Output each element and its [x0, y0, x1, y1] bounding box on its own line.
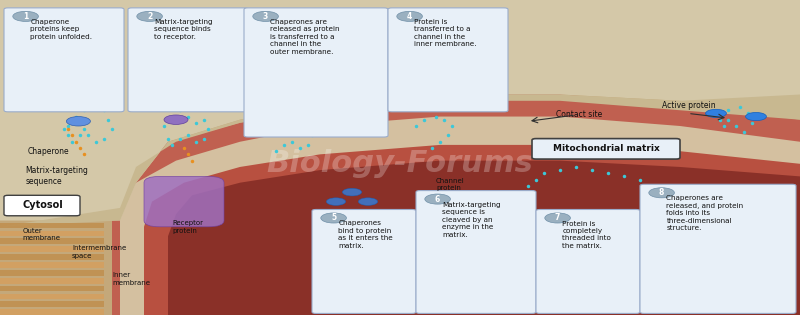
Text: Chaperones are
released as protein
is transferred to a
channel in the
outer memb: Chaperones are released as protein is tr…	[270, 19, 340, 55]
FancyBboxPatch shape	[4, 195, 80, 216]
FancyBboxPatch shape	[312, 209, 416, 313]
Circle shape	[321, 213, 346, 223]
Polygon shape	[0, 301, 104, 307]
Text: Receptor
protein: Receptor protein	[172, 220, 203, 233]
Polygon shape	[168, 161, 800, 315]
Polygon shape	[0, 223, 104, 228]
Text: 5: 5	[331, 214, 336, 222]
Text: Chaperones
bind to protein
as it enters the
matrix.: Chaperones bind to protein as it enters …	[338, 220, 393, 249]
FancyBboxPatch shape	[640, 184, 796, 313]
Text: Mitochondrial matrix: Mitochondrial matrix	[553, 144, 660, 153]
Polygon shape	[120, 132, 800, 315]
Polygon shape	[120, 117, 800, 315]
Text: 8: 8	[659, 188, 664, 197]
Circle shape	[397, 11, 422, 21]
Text: Biology-Forums: Biology-Forums	[266, 149, 534, 178]
Polygon shape	[0, 294, 104, 299]
Text: Protein is
transferred to a
channel in the
inner membrane.: Protein is transferred to a channel in t…	[414, 19, 477, 47]
Circle shape	[545, 213, 570, 223]
Circle shape	[746, 112, 766, 121]
Polygon shape	[0, 238, 104, 244]
FancyBboxPatch shape	[388, 8, 508, 112]
Polygon shape	[0, 231, 104, 236]
Circle shape	[294, 88, 314, 95]
Text: Chaperone
proteins keep
protein unfolded.: Chaperone proteins keep protein unfolded…	[30, 19, 93, 40]
Circle shape	[358, 198, 378, 205]
FancyBboxPatch shape	[144, 176, 224, 227]
Polygon shape	[0, 0, 800, 220]
Circle shape	[649, 188, 674, 198]
Circle shape	[274, 97, 294, 105]
Text: Chaperones are
released, and protein
folds into its
three-dimensional
structure.: Chaperones are released, and protein fol…	[666, 195, 743, 231]
Circle shape	[706, 109, 726, 117]
Polygon shape	[0, 254, 104, 260]
Circle shape	[253, 11, 278, 21]
Text: Channel
protein: Channel protein	[436, 178, 465, 191]
Circle shape	[164, 115, 188, 124]
Circle shape	[342, 188, 362, 196]
Text: Matrix-targeting
sequence: Matrix-targeting sequence	[26, 166, 89, 186]
Circle shape	[13, 11, 38, 21]
Text: Matrix-targeting
sequence binds
to receptor.: Matrix-targeting sequence binds to recep…	[154, 19, 213, 40]
Text: 7: 7	[555, 214, 560, 222]
Circle shape	[326, 198, 346, 205]
Text: 2: 2	[147, 12, 152, 21]
FancyBboxPatch shape	[536, 209, 640, 313]
Polygon shape	[0, 94, 800, 227]
Text: Contact site: Contact site	[556, 111, 602, 119]
Text: 1: 1	[23, 12, 28, 21]
Polygon shape	[0, 286, 104, 291]
Polygon shape	[0, 309, 104, 315]
Text: Protein is
completely
threaded into
the matrix.: Protein is completely threaded into the …	[562, 220, 611, 249]
Polygon shape	[0, 246, 104, 252]
Text: 6: 6	[435, 195, 440, 203]
Circle shape	[137, 11, 162, 21]
Text: Chaperone: Chaperone	[28, 147, 70, 156]
Text: Inner
membrane: Inner membrane	[112, 272, 150, 285]
Circle shape	[425, 194, 450, 204]
Text: 4: 4	[407, 12, 412, 21]
Text: Intermembrane
space: Intermembrane space	[72, 245, 126, 259]
Text: 3: 3	[263, 12, 268, 21]
Polygon shape	[0, 262, 104, 268]
Polygon shape	[144, 145, 800, 315]
FancyBboxPatch shape	[532, 139, 680, 159]
Polygon shape	[112, 94, 800, 315]
FancyBboxPatch shape	[128, 8, 248, 112]
Polygon shape	[0, 270, 104, 276]
Text: Outer
membrane: Outer membrane	[22, 228, 61, 241]
FancyBboxPatch shape	[244, 8, 388, 137]
Circle shape	[66, 117, 90, 126]
FancyBboxPatch shape	[416, 191, 536, 313]
Text: Active protein: Active protein	[662, 101, 715, 110]
Polygon shape	[120, 117, 800, 315]
Polygon shape	[0, 278, 104, 284]
Text: Matrix-targeting
sequence is
cleaved by an
enzyme in the
matrix.: Matrix-targeting sequence is cleaved by …	[442, 202, 501, 238]
Text: Cytosol: Cytosol	[22, 200, 62, 210]
FancyBboxPatch shape	[4, 8, 124, 112]
